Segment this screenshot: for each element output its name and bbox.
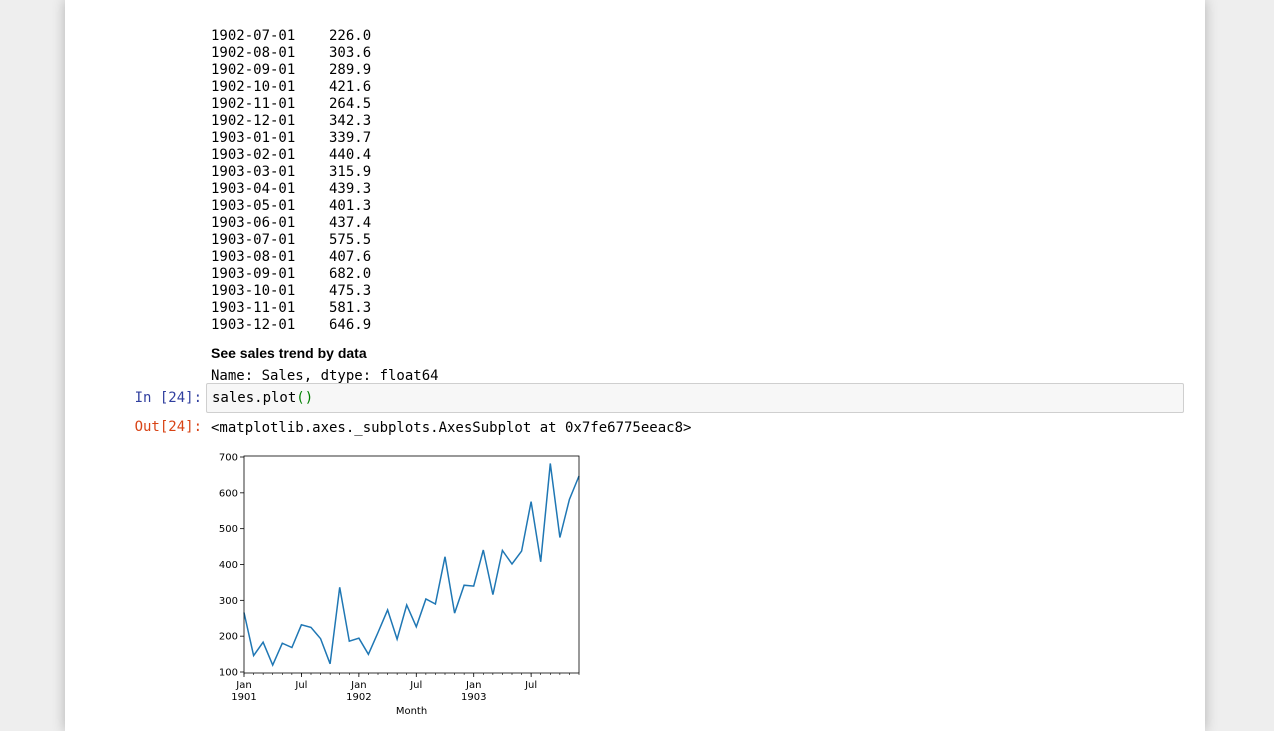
notebook-page: 1902-07-01 226.0 1902-08-01 303.6 1902-09-01… bbox=[65, 0, 1205, 731]
x-tick-label: Jan bbox=[350, 680, 366, 691]
input-prompt: In [24]: bbox=[134, 390, 202, 406]
series-row-value: 401.3 bbox=[329, 198, 372, 214]
y-tick-label: 500 bbox=[219, 524, 238, 535]
x-tick-sublabel: 1903 bbox=[461, 692, 486, 703]
x-tick-label: Jul bbox=[294, 680, 307, 691]
series-row-value: 407.6 bbox=[329, 249, 372, 265]
series-row-value: 439.3 bbox=[329, 181, 372, 197]
series-row: 1903-11-01 581.3 bbox=[211, 300, 811, 317]
series-output: 1902-07-01 226.0 1902-08-01 303.6 1902-09-01… bbox=[211, 0, 811, 419]
code-text: sales.plot() bbox=[212, 390, 313, 406]
series-row-date: 1902-08-01 bbox=[211, 45, 296, 61]
series-row: 1903-01-01 339.7 bbox=[211, 130, 811, 147]
x-axis-label: Month bbox=[396, 706, 427, 717]
x-tick-sublabel: 1902 bbox=[346, 692, 371, 703]
series-row-value: 339.7 bbox=[329, 130, 372, 146]
series-row-value: 475.3 bbox=[329, 283, 372, 299]
series-row: 1903-12-01 646.9 bbox=[211, 317, 811, 334]
series-row: 1902-10-01 421.6 bbox=[211, 79, 811, 96]
series-row: 1902-09-01 289.9 bbox=[211, 62, 811, 79]
series-row-value: 226.0 bbox=[329, 28, 372, 44]
series-row-date: 1903-04-01 bbox=[211, 181, 296, 197]
code-call: sales.plot bbox=[212, 390, 297, 406]
series-row-date: 1902-07-01 bbox=[211, 28, 296, 44]
series-row: 1902-08-01 303.6 bbox=[211, 45, 811, 62]
series-row-value: 440.4 bbox=[329, 147, 372, 163]
series-row: 1903-09-01 682.0 bbox=[211, 266, 811, 283]
series-rows: 1902-07-01 226.0 1902-08-01 303.6 1902-09-01… bbox=[211, 28, 811, 334]
series-row-value: 421.6 bbox=[329, 79, 372, 95]
series-row-value: 264.5 bbox=[329, 96, 372, 112]
series-row-date: 1903-03-01 bbox=[211, 164, 296, 180]
output-prompt: Out[24]: bbox=[134, 419, 202, 435]
series-row: 1903-02-01 440.4 bbox=[211, 147, 811, 164]
series-row-date: 1902-09-01 bbox=[211, 62, 296, 78]
series-row-date: 1902-12-01 bbox=[211, 113, 296, 129]
series-row-value: 581.3 bbox=[329, 300, 372, 316]
x-tick-label: Jan bbox=[235, 680, 251, 691]
series-row: 1902-11-01 264.5 bbox=[211, 96, 811, 113]
series-row: 1903-03-01 315.9 bbox=[211, 164, 811, 181]
series-row-date: 1903-09-01 bbox=[211, 266, 296, 282]
y-tick-label: 700 bbox=[219, 453, 238, 464]
series-row-date: 1902-10-01 bbox=[211, 79, 296, 95]
series-row: 1903-05-01 401.3 bbox=[211, 198, 811, 215]
series-row-date: 1903-05-01 bbox=[211, 198, 296, 214]
series-row-value: 303.6 bbox=[329, 45, 372, 61]
series-row-date: 1903-01-01 bbox=[211, 130, 296, 146]
series-row-value: 575.5 bbox=[329, 232, 372, 248]
y-tick-label: 200 bbox=[219, 632, 238, 643]
code-input-area[interactable]: sales.plot() bbox=[206, 383, 1184, 413]
code-parens: () bbox=[296, 390, 314, 406]
y-tick-label: 600 bbox=[219, 488, 238, 499]
series-row: 1903-10-01 475.3 bbox=[211, 283, 811, 300]
y-tick-label: 400 bbox=[219, 560, 238, 571]
x-tick-label: Jan bbox=[465, 680, 481, 691]
y-tick-label: 100 bbox=[219, 668, 238, 679]
series-footer: Name: Sales, dtype: float64 bbox=[211, 368, 439, 384]
series-row: 1903-08-01 407.6 bbox=[211, 249, 811, 266]
series-row-date: 1903-08-01 bbox=[211, 249, 296, 265]
series-row-value: 342.3 bbox=[329, 113, 372, 129]
series-row-value: 315.9 bbox=[329, 164, 372, 180]
series-row: 1902-07-01 226.0 bbox=[211, 28, 811, 45]
sales-series-line bbox=[243, 463, 580, 668]
series-row-date: 1903-06-01 bbox=[211, 215, 296, 231]
output-repr: <matplotlib.axes._subplots.AxesSubplot a… bbox=[211, 420, 692, 436]
series-row-date: 1903-02-01 bbox=[211, 147, 296, 163]
series-row-value: 437.4 bbox=[329, 215, 372, 231]
series-row-value: 289.9 bbox=[329, 62, 372, 78]
x-tick-label: Jul bbox=[524, 680, 537, 691]
series-row: 1902-12-01 342.3 bbox=[211, 113, 811, 130]
series-row: 1903-07-01 575.5 bbox=[211, 232, 811, 249]
series-row-value: 646.9 bbox=[329, 317, 372, 333]
series-row-date: 1903-10-01 bbox=[211, 283, 296, 299]
markdown-heading: See sales trend by data bbox=[211, 345, 367, 361]
series-row-date: 1902-11-01 bbox=[211, 96, 296, 112]
series-row-date: 1903-11-01 bbox=[211, 300, 296, 316]
y-tick-label: 300 bbox=[219, 596, 238, 607]
series-row: 1903-06-01 437.4 bbox=[211, 215, 811, 232]
series-row-date: 1903-07-01 bbox=[211, 232, 296, 248]
x-tick-sublabel: 1901 bbox=[231, 692, 256, 703]
series-row: 1903-04-01 439.3 bbox=[211, 181, 811, 198]
series-row-value: 682.0 bbox=[329, 266, 372, 282]
x-tick-label: Jul bbox=[409, 680, 422, 691]
series-row-date: 1903-12-01 bbox=[211, 317, 296, 333]
